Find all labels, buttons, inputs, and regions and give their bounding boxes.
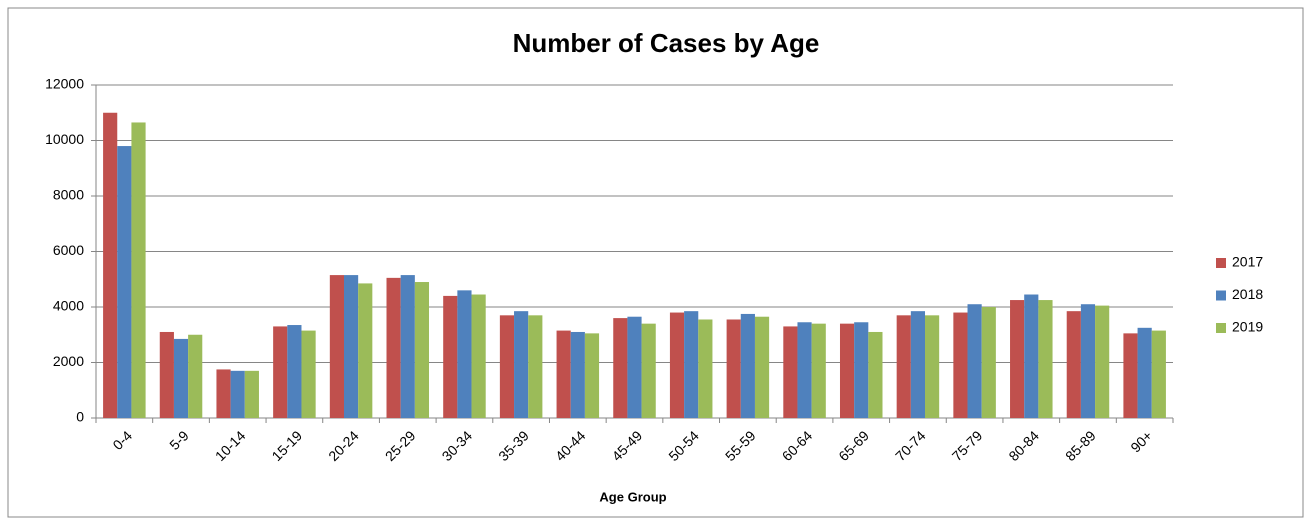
bar (188, 334, 203, 418)
bar (1137, 327, 1152, 418)
legend-swatch (1216, 258, 1226, 268)
bar (159, 331, 174, 418)
bar (173, 338, 189, 418)
bar (910, 311, 926, 418)
bar (244, 370, 259, 418)
bar (811, 323, 826, 418)
bar (754, 316, 770, 418)
legend-label: 2017 (1232, 254, 1263, 270)
bar (839, 323, 855, 418)
y-tick-label: 2000 (53, 353, 84, 369)
bar (457, 290, 472, 418)
x-axis-title: Age Group (599, 489, 666, 504)
bar (400, 275, 415, 418)
chart-title: Number of Cases by Age (513, 28, 820, 58)
bar (925, 315, 940, 418)
bar (1123, 333, 1138, 418)
bar (967, 304, 982, 418)
bar (613, 318, 628, 418)
legend-swatch (1216, 323, 1226, 333)
bar (641, 323, 656, 418)
bar (216, 369, 231, 418)
bar (981, 307, 996, 418)
bar (386, 277, 401, 418)
bar (627, 316, 642, 418)
bar (528, 315, 543, 418)
bar (103, 112, 118, 418)
y-tick-label: 12000 (45, 76, 84, 92)
bar (329, 275, 344, 418)
bar (783, 326, 798, 418)
y-tick-label: 8000 (53, 187, 84, 203)
bar (698, 319, 713, 418)
bar (514, 311, 529, 418)
bar (471, 294, 486, 418)
bar (1151, 330, 1166, 418)
bar (854, 322, 869, 418)
bar (740, 313, 755, 418)
y-tick-label: 10000 (45, 131, 84, 147)
bar (684, 311, 699, 418)
chart-frame (7, 7, 1304, 518)
legend-label: 2019 (1232, 319, 1263, 335)
bar (358, 283, 373, 418)
bar (1080, 304, 1096, 418)
legend-swatch (1216, 290, 1226, 301)
bar (1038, 300, 1053, 418)
bar (131, 122, 146, 419)
bar (726, 319, 741, 418)
bar (230, 370, 245, 418)
bar (287, 325, 302, 418)
y-tick-label: 4000 (53, 298, 84, 314)
bar (953, 312, 968, 418)
bar (273, 326, 288, 418)
bar (499, 315, 515, 418)
bar (669, 312, 685, 418)
legend-label: 2018 (1232, 286, 1263, 302)
bar (343, 275, 359, 418)
bar (414, 282, 430, 418)
bar (556, 330, 571, 418)
bar (1095, 305, 1110, 418)
bar (301, 330, 316, 418)
y-tick-label: 0 (76, 409, 84, 425)
bar (443, 295, 458, 418)
bar (1010, 300, 1025, 418)
bar (797, 322, 812, 418)
bar (117, 146, 132, 419)
y-tick-label: 6000 (53, 242, 84, 258)
bar (584, 333, 600, 418)
bar (1024, 294, 1039, 418)
bar (570, 331, 585, 418)
bar (896, 315, 911, 418)
bar (868, 331, 883, 418)
bar (1066, 311, 1081, 418)
